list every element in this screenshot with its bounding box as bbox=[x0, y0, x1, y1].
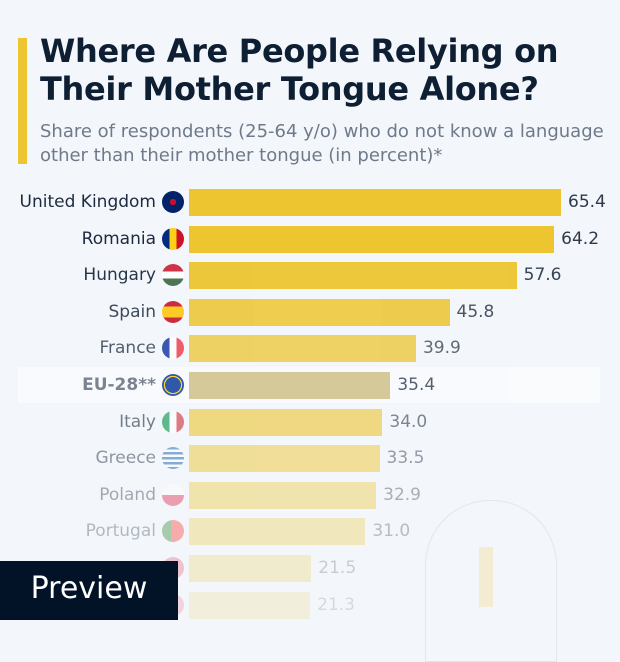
bar bbox=[189, 408, 383, 436]
value-label: 34.0 bbox=[389, 411, 428, 432]
bar bbox=[189, 335, 416, 363]
category-label: France bbox=[99, 338, 156, 359]
uk-flag-icon bbox=[162, 191, 184, 213]
bar bbox=[189, 298, 450, 326]
title-accent-bar bbox=[18, 38, 27, 164]
exclamation-icon bbox=[479, 547, 493, 607]
chart-subtitle: Share of respondents (25-64 y/o) who do … bbox=[40, 121, 604, 166]
bar bbox=[189, 189, 561, 216]
category-label: Portugal bbox=[85, 521, 156, 542]
bar-row: United Kingdom 65.4 bbox=[18, 184, 606, 220]
bar-row: Portugal 31.0 bbox=[18, 513, 600, 549]
greece-flag-icon bbox=[162, 447, 184, 470]
bar-row: Greece 33.5 bbox=[18, 440, 600, 476]
value-label: 32.9 bbox=[383, 484, 421, 505]
bar bbox=[189, 225, 555, 253]
bar-row: Poland 32.9 bbox=[18, 477, 600, 513]
france-flag-icon bbox=[162, 337, 184, 360]
value-label: 21.3 bbox=[317, 594, 355, 615]
bar-chart: United Kingdom 65.4 Romania 64.2 Hungary 57.6… bbox=[18, 184, 606, 619]
bar bbox=[189, 591, 311, 619]
portugal-flag-icon bbox=[162, 520, 184, 543]
value-label: 39.9 bbox=[422, 338, 461, 359]
value-label: 21.5 bbox=[318, 558, 357, 578]
category-label: Greece bbox=[95, 448, 156, 469]
italy-flag-icon bbox=[162, 410, 184, 433]
bar-row: Spain 45.8 bbox=[18, 294, 600, 330]
bar bbox=[189, 262, 517, 290]
value-label: 64.2 bbox=[561, 228, 600, 249]
category-label: Italy bbox=[119, 411, 156, 432]
category-label: Hungary bbox=[83, 265, 156, 286]
category-label: Poland bbox=[99, 484, 156, 505]
bar bbox=[189, 445, 380, 473]
value-label: 45.8 bbox=[456, 301, 495, 322]
poland-flag-icon bbox=[162, 483, 184, 506]
value-label: 57.6 bbox=[523, 265, 562, 286]
spain-flag-icon bbox=[162, 300, 184, 323]
bar-row: Hungary 57.6 bbox=[18, 257, 600, 293]
romania-flag-icon bbox=[162, 227, 184, 250]
value-label: 65.4 bbox=[568, 192, 606, 212]
preview-badge: Preview bbox=[0, 561, 178, 620]
bar-row: Italy 34.0 bbox=[18, 404, 600, 440]
category-label: United Kingdom bbox=[19, 192, 156, 212]
category-label: EU-28** bbox=[82, 375, 156, 395]
chart-title: Where Are People Relying on Their Mother… bbox=[40, 32, 559, 108]
category-label: Romania bbox=[81, 228, 156, 249]
value-label: 35.4 bbox=[397, 375, 436, 395]
bar bbox=[189, 518, 366, 546]
bar-row: EU-28** 35.4 bbox=[18, 367, 600, 403]
category-label: Spain bbox=[108, 301, 157, 322]
bar bbox=[189, 481, 377, 509]
bar bbox=[189, 555, 312, 582]
value-label: 31.0 bbox=[372, 521, 411, 542]
bar-row: Romania 64.2 bbox=[18, 221, 600, 257]
eu-flag-icon bbox=[162, 374, 184, 396]
bar-row: France 39.9 bbox=[18, 330, 600, 366]
hungary-flag-icon bbox=[162, 264, 184, 287]
value-label: 33.5 bbox=[386, 448, 425, 469]
bar bbox=[189, 372, 391, 399]
